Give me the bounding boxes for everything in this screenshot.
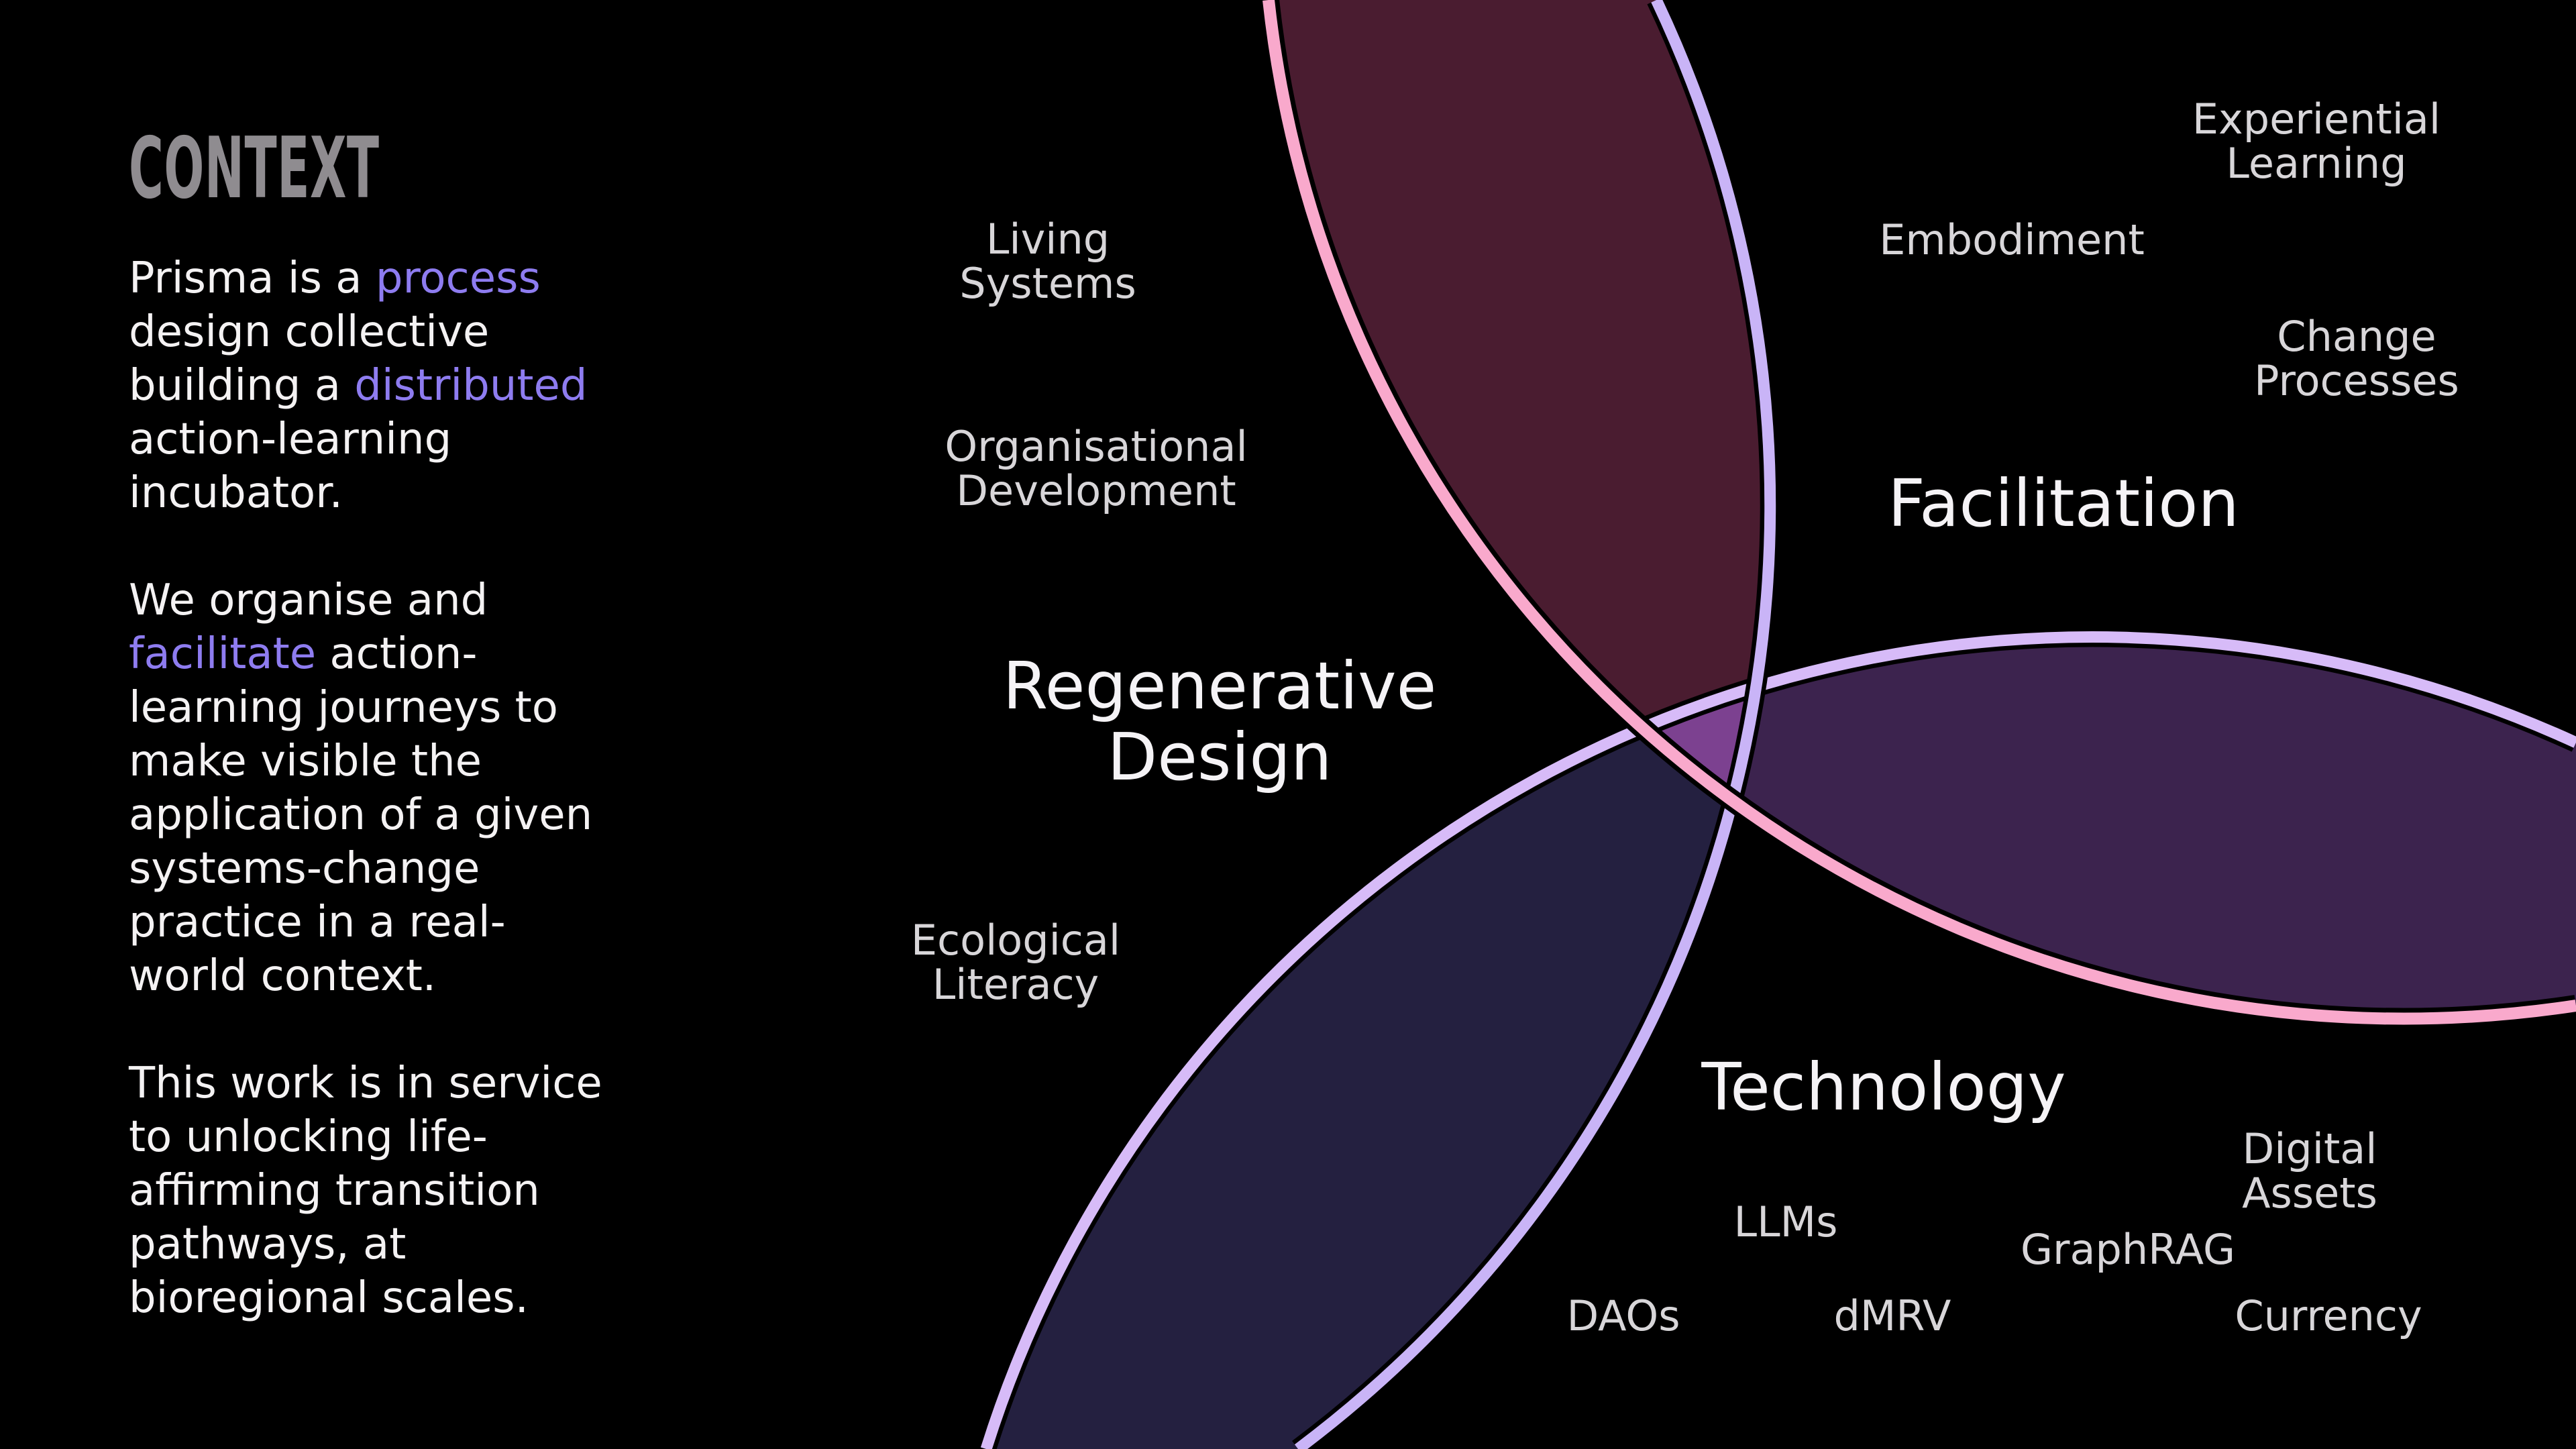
keyword-living-systems: Living Systems: [959, 215, 1136, 308]
arc-lavender1: [1294, 0, 1776, 1449]
petal-regenerative-design: [1268, 0, 1770, 801]
petal-technology: [985, 687, 1756, 1449]
keyword-dmrv: dMRV: [1833, 1291, 1951, 1340]
keyword-graphrag: GraphRAG: [2020, 1225, 2236, 1274]
keyword-currency: Currency: [2235, 1291, 2422, 1340]
context-paragraph-1: Prisma is a process design collective bu…: [129, 254, 588, 518]
area-label-regenerative-design: Regenerative Design: [1002, 648, 1437, 795]
keyword-llms: LLMs: [1733, 1197, 1838, 1246]
keyword-organisational-development: Organisational Development: [945, 422, 1248, 515]
context-paragraph-2: We organise and facilitate action- learn…: [129, 576, 593, 1001]
page-title: CONTEXT: [129, 119, 380, 217]
keyword-digital-assets: Digital Assets: [2242, 1124, 2377, 1218]
keyword-embodiment: Embodiment: [1879, 215, 2145, 264]
keyword-ecological-literacy: Ecological Literacy: [910, 916, 1121, 1009]
center-overlap: [1642, 687, 1756, 801]
arc-lavender2: [980, 631, 2576, 1449]
area-label-technology: Technology: [1701, 1049, 2066, 1125]
arc-pink: [1263, 0, 2576, 1025]
area-label-facilitation: Facilitation: [1888, 466, 2239, 541]
keyword-daos: DAOs: [1566, 1291, 1680, 1340]
keyword-experiential-learning: Experiential Learning: [2192, 95, 2441, 188]
petal-facilitation: [1642, 637, 2576, 1019]
context-paragraph-3: This work is in service to unlocking lif…: [129, 1059, 602, 1323]
keyword-change-processes: Change Processes: [2254, 312, 2459, 405]
context-panel: CONTEXT Prisma is a process design colle…: [129, 126, 773, 1325]
